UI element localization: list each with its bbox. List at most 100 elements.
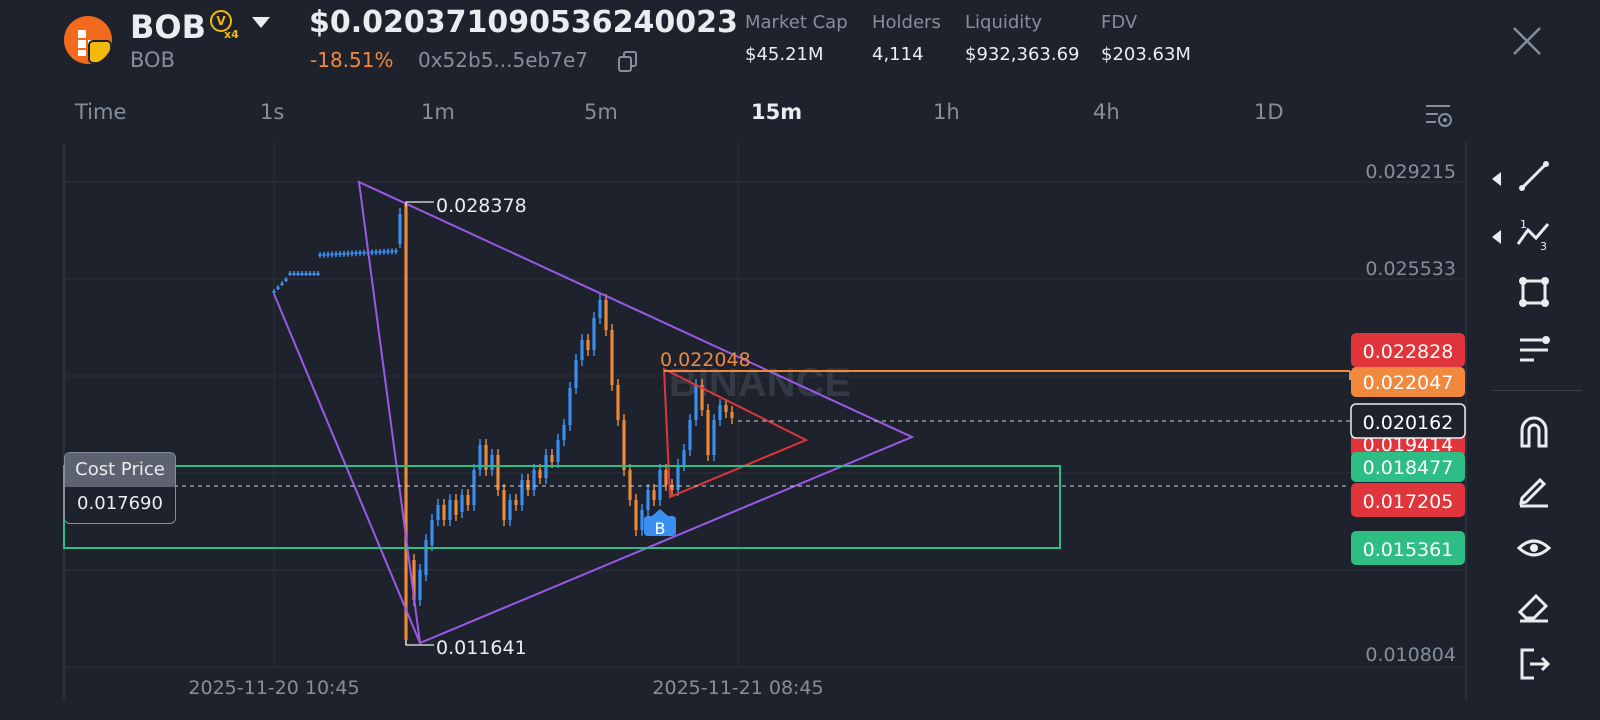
tab-time[interactable]: Time (75, 100, 127, 124)
stat-fdv: FDV $203.63M (1101, 12, 1191, 65)
candles (272, 202, 734, 645)
candle (652, 490, 656, 500)
candle (694, 385, 698, 420)
interval-tabs: Time 1s 1m 5m 15m 1h 4h 1D (0, 96, 1460, 136)
candle (404, 204, 408, 640)
candle (526, 480, 530, 490)
tab-1s[interactable]: 1s (260, 100, 285, 124)
price-change: -18.51% (310, 48, 394, 72)
y-axis-label: 0.025533 (1365, 258, 1456, 280)
candle (646, 490, 650, 510)
stat-market-cap: Market Cap $45.21M (745, 12, 848, 65)
candle (338, 253, 342, 255)
tab-15m[interactable]: 15m (751, 100, 803, 124)
price-chart[interactable]: BINANCE 0.028378 0.011641 0.022048 B 0.0… (0, 140, 1600, 720)
candle (386, 250, 390, 253)
candle (568, 388, 572, 425)
candle (418, 570, 422, 600)
toolbar-divider (1492, 390, 1582, 391)
line-tool-icon (1519, 161, 1549, 191)
copy-icon[interactable] (618, 50, 638, 72)
cost-price-box: Cost Price 0.017690 (64, 452, 176, 524)
buy-marker (644, 509, 676, 536)
price-tag: 0.018477 (1351, 452, 1465, 482)
token-price: $0.020371090536240023 (309, 5, 738, 40)
line-tool[interactable] (1478, 150, 1588, 202)
candle (460, 495, 464, 512)
candle (676, 465, 680, 490)
pencil-icon (1519, 477, 1548, 508)
candle (670, 485, 674, 490)
magnet-icon (1520, 416, 1548, 448)
candle (284, 279, 288, 281)
candle (292, 273, 296, 275)
candle (700, 385, 704, 410)
candle (322, 253, 326, 256)
candle (640, 510, 644, 530)
tab-1m[interactable]: 1m (421, 100, 455, 124)
indicator-tool-icon (1520, 336, 1550, 362)
candle (574, 360, 578, 388)
chart-settings-icon[interactable] (1424, 101, 1454, 131)
candle (490, 455, 494, 470)
price-tag: 0.022047 (1351, 367, 1465, 397)
candle (496, 455, 500, 490)
candle (362, 251, 366, 254)
shape-tool-icon (1519, 277, 1549, 307)
candle (478, 445, 482, 470)
svg-text:1: 1 (1520, 218, 1527, 231)
candle (382, 250, 386, 253)
candle (604, 300, 608, 330)
candle (586, 340, 590, 350)
token-logo (64, 16, 112, 64)
candle (288, 273, 292, 275)
cost-price-value: 0.017690 (65, 487, 175, 521)
high-marker (405, 201, 434, 206)
tab-4h[interactable]: 4h (1093, 100, 1120, 124)
candle (316, 273, 320, 275)
level-label: 0.022048 (660, 349, 751, 371)
tab-1d[interactable]: 1D (1254, 100, 1284, 124)
shape-tool[interactable] (1478, 266, 1588, 318)
high-label: 0.028378 (436, 195, 527, 217)
price-tag: 0.020162 (1350, 403, 1466, 439)
price-tag: 0.015361 (1351, 531, 1465, 565)
candle (330, 253, 334, 256)
svg-text:0.022047: 0.022047 (1363, 372, 1454, 394)
candle (682, 450, 686, 465)
candle (466, 495, 470, 505)
candle (280, 283, 284, 285)
candle (514, 500, 518, 505)
candle (634, 500, 638, 530)
close-icon[interactable] (1508, 22, 1546, 60)
candle (394, 250, 398, 253)
candle (502, 490, 506, 520)
svg-text:0.018477: 0.018477 (1363, 457, 1454, 479)
indicator-tool[interactable] (1478, 324, 1588, 376)
candle (658, 470, 662, 500)
eraser-tool[interactable] (1478, 580, 1588, 632)
candle (296, 273, 300, 275)
candle (550, 455, 554, 462)
fib-tool-icon: 13 (1516, 218, 1550, 252)
candle (272, 291, 276, 293)
candle (730, 412, 734, 418)
price-tag: 0.022828 (1351, 333, 1465, 367)
visibility-tool[interactable] (1478, 522, 1588, 574)
exit-tool[interactable] (1478, 638, 1588, 690)
magnet-tool[interactable] (1478, 406, 1588, 458)
eraser-icon (1517, 593, 1549, 623)
candle (622, 420, 626, 470)
tab-1h[interactable]: 1h (933, 100, 960, 124)
pencil-tool[interactable] (1478, 464, 1588, 516)
candle (354, 252, 358, 255)
chevron-down-icon[interactable] (252, 17, 270, 28)
svg-text:3: 3 (1540, 240, 1547, 252)
contract-address: 0x52b5...5eb7e7 (418, 48, 588, 72)
small-triangle-drawing (662, 367, 809, 499)
svg-text:0.022828: 0.022828 (1363, 341, 1454, 363)
candle (712, 420, 716, 455)
tab-5m[interactable]: 5m (584, 100, 618, 124)
